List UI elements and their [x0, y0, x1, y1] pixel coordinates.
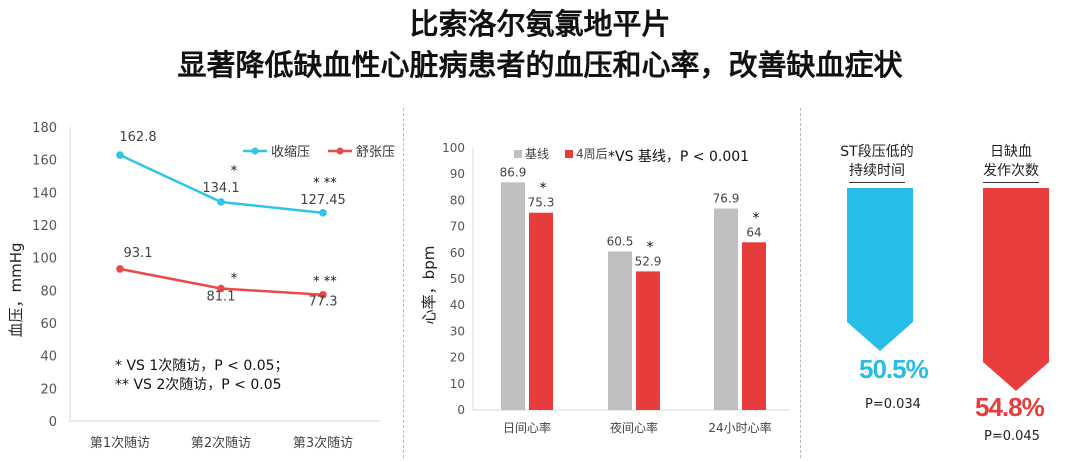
baseline-bar	[714, 208, 738, 410]
diastolic-value-label: 77.3	[309, 295, 338, 310]
bp-significance-star: *	[231, 164, 238, 179]
hr-y-tick-label: 80	[450, 193, 465, 207]
st-depression-label-line2: 持续时间	[849, 162, 905, 183]
hr-x-tick-label: 夜间心率	[610, 420, 658, 435]
st-depression-p-value: P=0.034	[865, 397, 921, 412]
hr-y-tick-label: 70	[450, 220, 465, 234]
hr-y-tick-label: 90	[450, 167, 465, 181]
bp-x-tick-label: 第1次随访	[90, 435, 150, 451]
week4-value-label: 64	[746, 225, 761, 239]
systolic-point	[319, 209, 327, 217]
baseline-value-label: 86.9	[500, 165, 527, 179]
legend-diastolic-marker	[336, 147, 344, 155]
systolic-value-label: 127.45	[300, 193, 346, 208]
panel-divider-1	[403, 108, 404, 458]
hr-y-tick-label: 10	[450, 377, 465, 391]
st-depression-label-line1: ST段压低的	[840, 144, 914, 160]
bp-footnote-2: ** VS 2次随访，P < 0.05	[115, 377, 282, 393]
week4-value-label: 52.9	[635, 254, 662, 268]
bp-y-tick-label: 0	[49, 415, 57, 430]
bp-y-tick-label: 180	[32, 121, 57, 136]
week4-bar	[636, 271, 660, 410]
hr-y-tick-label: 0	[457, 403, 465, 417]
systolic-point	[217, 198, 225, 206]
bp-significance-star: * **	[313, 176, 337, 191]
legend-week4-swatch	[565, 150, 573, 158]
legend-week4-label: 4周后	[576, 147, 608, 161]
st-depression-label: ST段压低的 持续时间	[822, 143, 932, 183]
baseline-value-label: 76.9	[713, 192, 740, 206]
bp-y-tick-label: 80	[40, 284, 57, 299]
hr-y-tick-label: 40	[450, 298, 465, 312]
bp-y-tick-label: 40	[40, 350, 57, 365]
bp-y-tick-label: 160	[32, 154, 57, 169]
hr-y-tick-label: 60	[450, 246, 465, 260]
hr-y-tick-label: 100	[442, 141, 465, 155]
ischemia-episodes-reduction-percent: 54.8%	[975, 392, 1045, 422]
week4-bar	[742, 242, 766, 410]
hr-y-axis-label: 心率，bpm	[420, 246, 438, 325]
title-line-1: 比索洛尔氨氯地平片	[409, 7, 671, 41]
diastolic-point	[319, 290, 327, 299]
baseline-bar	[501, 182, 525, 410]
diastolic-point	[217, 284, 225, 293]
bp-y-tick-label: 100	[32, 252, 57, 267]
systolic-point	[116, 151, 124, 159]
bp-significance-star: *	[231, 272, 238, 287]
diastolic-value-label: 81.1	[207, 290, 236, 305]
hr-annotation: *VS 基线，P < 0.001	[608, 148, 749, 165]
week4-value-label: 75.3	[528, 196, 555, 210]
ischemia-episodes-label: 日缺血 发作次数	[956, 143, 1066, 183]
legend-systolic-label: 收缩压	[271, 144, 310, 160]
blood-pressure-line-chart: 血压，mmHg 0 20 40 60 80 100 120 140 160 180 第1次随访 第2次…	[7, 121, 395, 451]
ischemia-episodes-label-line1: 日缺血	[990, 144, 1032, 160]
st-depression-down-arrow	[847, 188, 913, 351]
ischemia-episodes-p-value: P=0.045	[984, 429, 1040, 444]
hr-y-tick-label: 30	[450, 324, 465, 338]
systolic-value-label: 134.1	[202, 181, 239, 196]
legend-diastolic-label: 舒张压	[356, 145, 395, 160]
hr-y-tick-label: 20	[450, 351, 465, 365]
bp-significance-star: * **	[313, 275, 337, 290]
bp-x-tick-label: 第3次随访	[293, 435, 353, 451]
legend-baseline-label: 基线	[525, 147, 549, 161]
diastolic-value-label: 93.1	[124, 246, 153, 261]
hr-x-tick-label: 24小时心率	[708, 420, 771, 435]
bp-x-tick-label: 第2次随访	[191, 435, 251, 451]
bp-y-tick-label: 20	[40, 382, 57, 397]
hr-y-tick-label: 50	[450, 272, 465, 286]
ischemia-episodes-label-line2: 发作次数	[983, 162, 1039, 183]
hr-significance-star: *	[540, 181, 547, 197]
panel-divider-2	[800, 108, 801, 458]
title-line-2: 显著降低缺血性心脏病患者的血压和心率，改善缺血症状	[177, 48, 903, 82]
bp-y-tick-label: 60	[40, 317, 57, 332]
diastolic-point	[116, 265, 124, 273]
legend-baseline-swatch	[514, 150, 522, 158]
hr-significance-star: *	[647, 239, 654, 255]
hr-x-tick-label: 日间心率	[503, 420, 551, 435]
hr-significance-star: *	[753, 210, 760, 226]
baseline-value-label: 60.5	[607, 234, 634, 248]
baseline-bar	[608, 251, 632, 410]
bp-y-tick-label: 140	[32, 186, 57, 201]
legend-systolic-marker	[251, 147, 259, 155]
ischemia-episodes-down-arrow	[983, 188, 1049, 391]
bp-footnote-1: * VS 1次随访，P < 0.05；	[115, 358, 289, 374]
week4-bar	[529, 212, 553, 410]
bp-y-tick-label: 120	[32, 219, 57, 234]
bp-y-axis-label: 血压，mmHg	[7, 242, 25, 337]
systolic-value-label: 162.8	[119, 130, 156, 145]
st-depression-reduction-percent: 50.5%	[859, 354, 929, 384]
heart-rate-bar-chart: 心率，bpm 0 10 20 30 40 50 60 70 80 90 100 日间心率 86.9 75.…	[420, 141, 790, 435]
